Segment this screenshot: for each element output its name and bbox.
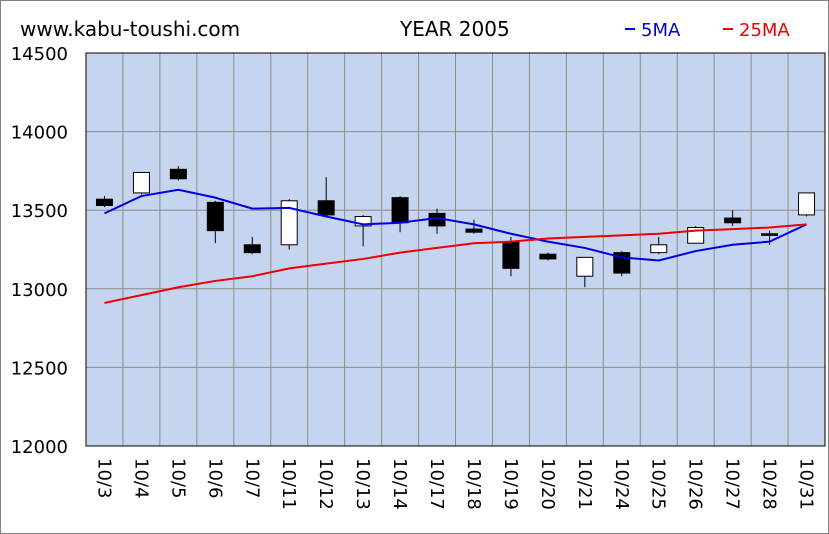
x-tick-label: 10/31 xyxy=(796,458,817,510)
x-tick-label: 10/3 xyxy=(93,458,114,498)
candle-body-down xyxy=(243,244,261,254)
y-tick-label: 13500 xyxy=(11,201,68,222)
legend: 5MA 25MA xyxy=(625,20,790,41)
x-axis-labels: 10/3 10/4 10/5 10/6 10/7 10/11 10/12 10/13 10/14… xyxy=(93,458,816,510)
candle-body-down xyxy=(502,241,520,269)
y-tick-label: 13000 xyxy=(11,280,68,301)
x-tick-label: 10/18 xyxy=(463,458,484,510)
y-tick-label: 14500 xyxy=(11,44,68,65)
x-tick-label: 10/27 xyxy=(722,458,743,510)
y-tick-label: 12500 xyxy=(11,358,68,379)
x-tick-label: 10/5 xyxy=(167,458,188,498)
moving-averages xyxy=(104,188,807,304)
x-tick-label: 10/28 xyxy=(759,458,780,510)
x-tick-label: 10/26 xyxy=(685,458,706,510)
candle-body-up xyxy=(354,215,372,227)
x-tick-label: 10/17 xyxy=(426,458,447,510)
x-tick-label: 10/7 xyxy=(241,458,262,498)
ma25-line xyxy=(104,223,807,304)
x-tick-label: 10/19 xyxy=(500,458,521,510)
candle-body-up xyxy=(798,192,816,216)
x-tick-label: 10/6 xyxy=(204,458,225,498)
candle-body-down xyxy=(169,168,187,180)
x-tick-label: 10/24 xyxy=(611,458,632,510)
x-tick-label: 10/25 xyxy=(648,458,669,510)
x-tick-label: 10/11 xyxy=(278,458,299,510)
ma5-line xyxy=(104,188,807,262)
x-tick-label: 10/13 xyxy=(352,458,373,510)
legend-25ma-label: 25MA xyxy=(739,20,790,41)
legend-5ma-label: 5MA xyxy=(641,20,681,41)
x-tick-label: 10/21 xyxy=(574,458,595,510)
candle-body-down xyxy=(761,233,779,236)
candle-body-down xyxy=(465,228,483,233)
year-label: YEAR 2005 xyxy=(399,17,510,41)
candle-body-down xyxy=(206,201,224,232)
x-tick-label: 10/14 xyxy=(389,458,410,510)
y-tick-label: 14000 xyxy=(11,123,68,144)
x-tick-label: 10/4 xyxy=(130,458,151,498)
candle-body-up xyxy=(576,256,594,277)
candle-body-down xyxy=(317,200,335,216)
candle-body-down xyxy=(391,197,409,224)
candle-body-down xyxy=(724,217,742,224)
candle-body-down xyxy=(95,198,113,206)
y-tick-label: 12000 xyxy=(11,437,68,458)
x-tick-label: 10/20 xyxy=(537,458,558,510)
candle-body-up xyxy=(280,200,298,246)
plot-border xyxy=(85,52,826,447)
y-axis-labels: 12000 12500 13000 13500 14000 14500 xyxy=(11,44,68,458)
grid xyxy=(86,52,826,447)
x-tick-label: 10/12 xyxy=(315,458,336,510)
candle-body-down xyxy=(539,253,557,260)
candle-body-up xyxy=(132,171,150,194)
site-title: www.kabu-toushi.com xyxy=(20,17,240,41)
candle-body-up xyxy=(650,244,668,254)
